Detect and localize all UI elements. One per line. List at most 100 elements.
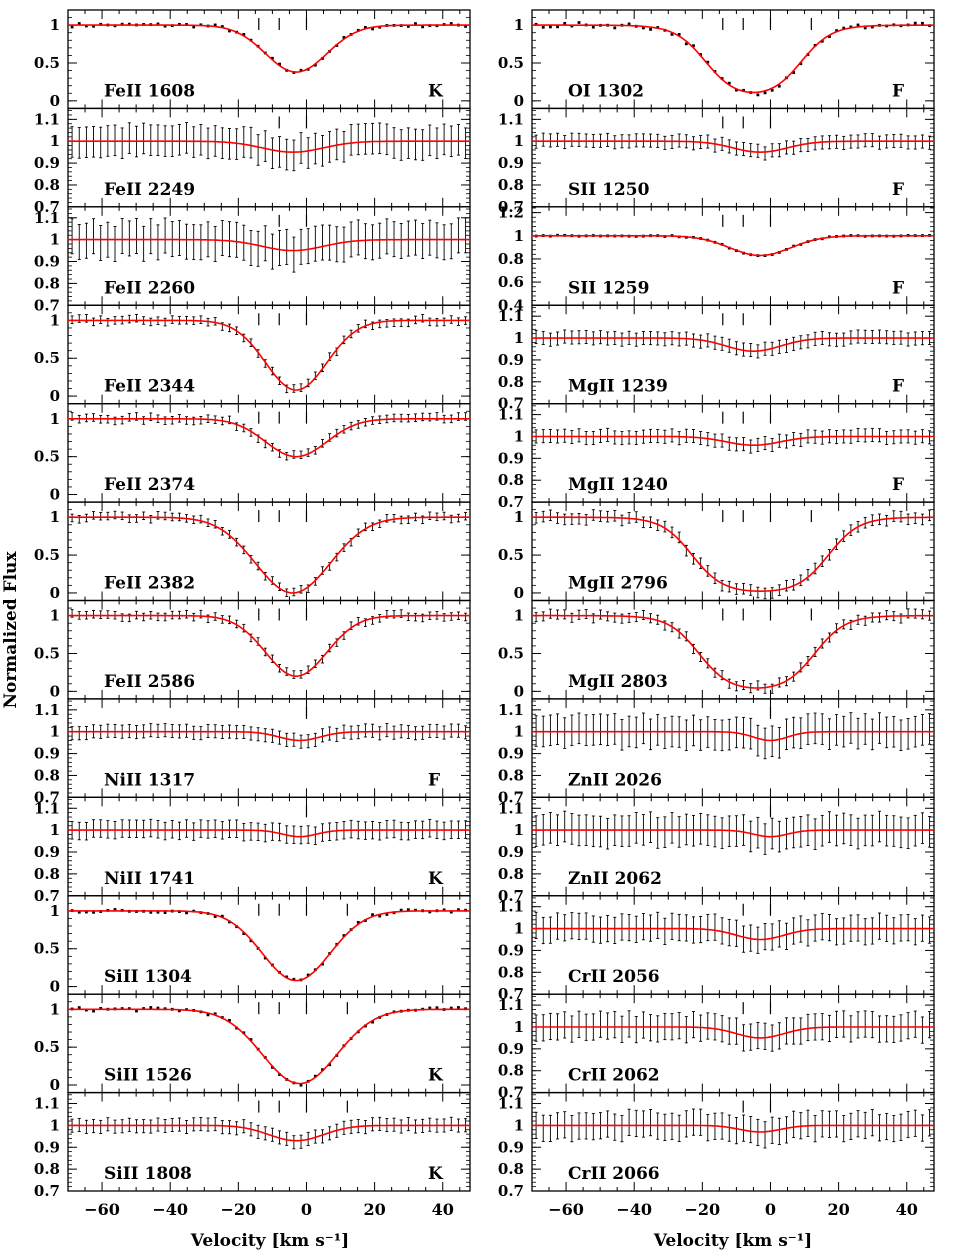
data-point [84, 910, 88, 914]
y-tick-label: 1.1 [498, 110, 524, 128]
data-point [428, 1006, 432, 1010]
y-tick-label: 1.1 [498, 307, 524, 325]
y-tick-label: 0.5 [34, 644, 60, 662]
y-tick-label: 0.9 [34, 253, 60, 271]
data-point [342, 934, 346, 937]
y-tick-label: 0.5 [34, 940, 60, 958]
instrument-flag: F [428, 770, 440, 790]
fit-line [68, 1124, 470, 1142]
data-point [342, 36, 346, 39]
y-tick-label: 0.7 [34, 887, 60, 905]
data-point [649, 27, 652, 31]
instrument-flag: K [428, 869, 444, 889]
y-tick-label: 1 [50, 1116, 60, 1134]
instrument-flag: F [892, 180, 904, 200]
data-point [556, 25, 559, 29]
data-point [378, 914, 382, 918]
y-tick-label: 0.7 [498, 395, 524, 413]
y-tick-label: 1.1 [34, 1095, 60, 1113]
fit-line [68, 614, 470, 678]
y-tick-label: 0.9 [498, 843, 524, 861]
panel-oi-1302: 1 0.5 0 OI 1302 F [498, 9, 935, 110]
data-point [464, 25, 467, 28]
data-point [156, 910, 160, 914]
panel-znii-2026: 1.1 1 0.9 0.8 0.7 ZnII 2026 [498, 698, 935, 806]
ion-label: MgII 1239 [568, 377, 668, 397]
data-point [220, 25, 224, 28]
data-point [77, 1006, 81, 1010]
y-tick-label: 0 [50, 682, 60, 700]
fit-line [68, 238, 470, 252]
panel-niii-1317: 1.1 1 0.9 0.8 0.7 NiII 1317 F [34, 698, 471, 806]
y-tick-label: 1.1 [498, 799, 524, 817]
x-axis-label-left: Velocity [km s⁻¹] [190, 1231, 349, 1251]
data-point [406, 908, 410, 912]
fit-line [68, 516, 470, 594]
data-point [178, 1009, 181, 1013]
data-point [421, 25, 425, 29]
data-point [534, 22, 538, 26]
data-point [213, 915, 217, 918]
y-tick-label: 1 [514, 723, 524, 741]
y-tick-label: 0.4 [498, 296, 524, 314]
data-point [84, 24, 88, 28]
data-point [321, 1068, 324, 1072]
data-point [371, 27, 374, 31]
data-point [299, 1083, 303, 1087]
y-tick-label: 0.5 [34, 54, 60, 72]
data-point [627, 22, 631, 26]
data-point [220, 914, 224, 918]
y-tick-label: 0.9 [34, 745, 60, 763]
fit-line [68, 910, 470, 982]
data-point [135, 1009, 138, 1013]
y-tick-label: 1.1 [498, 406, 524, 424]
y-tick-label: 0.7 [34, 198, 60, 216]
y-tick-label: 0.5 [498, 546, 524, 564]
y-tick-label: 0.8 [34, 865, 60, 883]
data-point [70, 25, 74, 29]
data-point [442, 908, 446, 912]
data-point [242, 932, 246, 936]
data-point [356, 28, 360, 32]
data-point [642, 26, 645, 30]
panel-feii-2586: 1 0.5 0 FeII 2586 [34, 599, 471, 700]
x-tick-label: −60 [84, 1200, 120, 1219]
y-tick-label: 0.8 [498, 250, 524, 268]
y-tick-label: 0.9 [34, 154, 60, 172]
ion-label: FeII 2374 [104, 475, 195, 495]
data-point [92, 910, 95, 914]
y-tick-label: 0.8 [498, 176, 524, 194]
y-tick-label: 1.1 [34, 209, 60, 227]
data-point [228, 1018, 231, 1022]
data-point [727, 81, 731, 85]
data-point [842, 26, 846, 30]
y-tick-label: 0 [50, 1076, 60, 1094]
y-tick-label: 0.9 [34, 843, 60, 861]
data-point [677, 33, 681, 36]
data-point [770, 88, 774, 92]
panel-feii-2344: 1 0.5 0 FeII 2344 [34, 304, 471, 405]
y-tick-label: 1 [50, 231, 60, 249]
data-point [428, 910, 432, 914]
data-point [735, 88, 738, 92]
fit-line [68, 24, 470, 73]
data-point [77, 910, 81, 914]
data-point [328, 1063, 332, 1067]
panel-feii-1608: 1 0.5 0 FeII 1608 K [34, 9, 471, 110]
y-tick-label: 0.9 [498, 154, 524, 172]
fit-line [532, 435, 934, 446]
panel-feii-2260: 1.1 1 0.9 0.8 0.7 FeII 2260 [34, 206, 471, 314]
data-point [213, 23, 217, 27]
data-point [457, 908, 460, 912]
y-tick-label: 1 [50, 16, 60, 34]
data-point [242, 32, 246, 36]
ion-label: MgII 2796 [568, 574, 668, 594]
y-tick-label: 0 [50, 584, 60, 602]
fit-line [532, 140, 934, 154]
x-tick-label: 0 [301, 1200, 312, 1219]
data-point [364, 25, 367, 29]
data-point [285, 975, 289, 979]
data-point [313, 1074, 317, 1078]
y-tick-label: 0.7 [498, 887, 524, 905]
